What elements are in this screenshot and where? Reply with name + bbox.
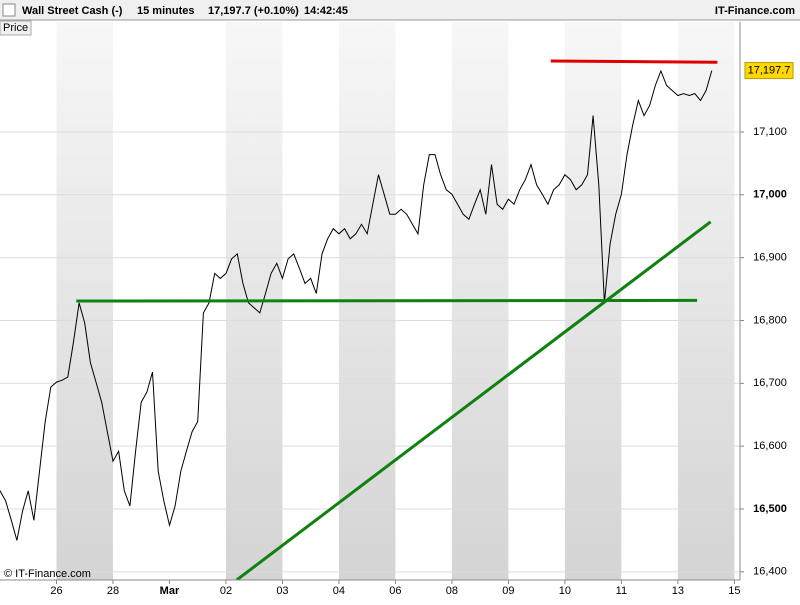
y-tick-label: 16,800: [753, 314, 787, 326]
quote: 17,197.7 (+0.10%): [208, 5, 299, 17]
panel-label: Price: [3, 22, 28, 34]
x-tick-label: 09: [502, 585, 514, 597]
y-tick-label: 16,600: [753, 440, 787, 452]
x-tick-label: 04: [333, 585, 345, 597]
y-tick-label: 16,900: [753, 252, 787, 264]
footer: © IT-Finance.com: [4, 568, 91, 580]
last-price-tag: [744, 62, 794, 80]
x-tick-label: 02: [220, 585, 232, 597]
x-tick-label: 15: [728, 585, 740, 597]
last-price-label: 17,197.7: [748, 64, 791, 76]
x-tick-label: 26: [50, 585, 62, 597]
y-tick-label: 16,400: [753, 566, 787, 578]
x-tick-label: 10: [559, 585, 571, 597]
y-tick-label: 17,100: [753, 126, 787, 138]
brand: IT-Finance.com: [715, 5, 795, 17]
trend-line: [235, 220, 712, 580]
trend-line: [76, 298, 698, 303]
y-tick-label: 17,000: [753, 189, 787, 201]
x-tick-label: Mar: [160, 585, 180, 597]
x-tick-label: 13: [672, 585, 684, 597]
x-tick-label: 08: [446, 585, 458, 597]
x-tick-label: 28: [107, 585, 119, 597]
y-tick-label: 16,700: [753, 377, 787, 389]
price-line: [0, 69, 713, 541]
x-tick-label: 11: [616, 585, 627, 597]
time: 14:42:45: [304, 5, 348, 17]
instrument: Wall Street Cash (-): [22, 5, 123, 17]
panel-label-box: [0, 20, 32, 36]
interval: 15 minutes: [137, 5, 194, 17]
chart-icon: [2, 3, 16, 17]
x-tick-label: 06: [389, 585, 401, 597]
trend-line: [550, 59, 718, 64]
y-tick-label: 16,500: [753, 503, 787, 515]
x-tick-label: 03: [276, 585, 288, 597]
plot-area: [0, 22, 740, 580]
header-bar: [0, 0, 800, 20]
